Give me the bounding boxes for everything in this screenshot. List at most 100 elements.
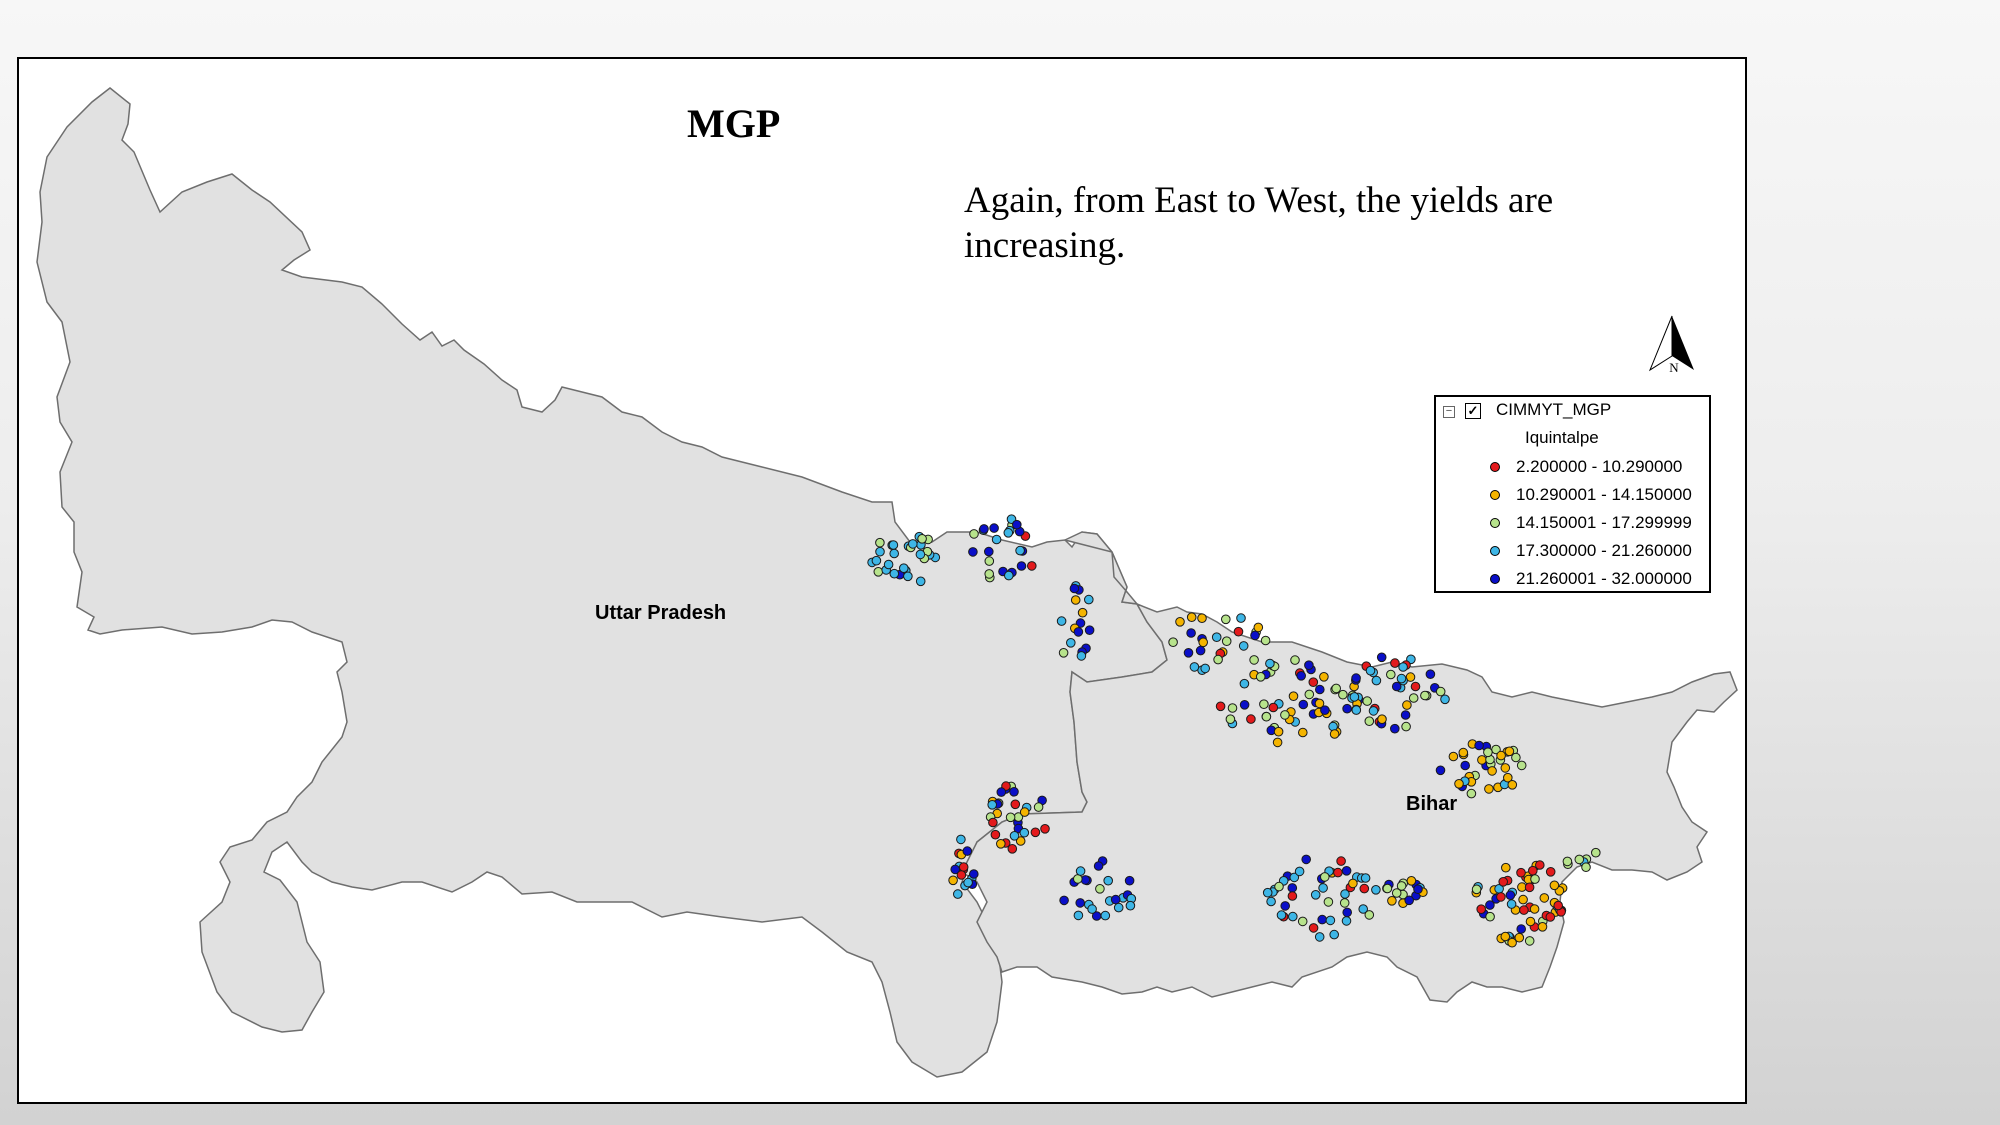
yield-point <box>948 875 958 886</box>
yield-point <box>984 556 995 566</box>
yield-point <box>889 548 900 559</box>
yield-point <box>1009 831 1020 841</box>
legend-swatch-icon <box>1490 518 1500 528</box>
yield-point <box>1553 900 1563 911</box>
yield-point <box>1236 613 1246 623</box>
yield-point <box>917 534 927 544</box>
yield-point <box>1298 727 1308 738</box>
yield-point <box>1581 862 1591 873</box>
yield-point <box>883 559 894 570</box>
yield-point <box>1288 691 1299 702</box>
yield-point <box>1371 675 1382 686</box>
yield-point <box>1382 883 1393 894</box>
yield-point <box>1391 888 1402 898</box>
yield-point <box>1341 916 1352 926</box>
legend-field-name: Iquintalpe <box>1525 428 1599 447</box>
yield-point <box>1076 651 1087 661</box>
yield-point <box>950 864 961 875</box>
yield-point <box>1342 703 1352 714</box>
legend-swatch-icon <box>1490 546 1500 556</box>
yield-point <box>1516 924 1526 934</box>
yield-point <box>1440 694 1450 705</box>
yield-point <box>871 555 882 566</box>
yield-point <box>1483 747 1493 758</box>
yield-point <box>1200 663 1210 674</box>
yield-point <box>969 869 979 879</box>
yield-point <box>1304 660 1314 671</box>
yield-point <box>1246 714 1256 724</box>
yield-point <box>1525 916 1536 927</box>
yield-point <box>1318 883 1328 893</box>
yield-point <box>1339 898 1350 908</box>
yield-point <box>1274 881 1284 892</box>
yield-point <box>1073 910 1084 921</box>
yield-point <box>1183 648 1194 658</box>
yield-point <box>1341 866 1352 876</box>
yield-point <box>1390 658 1400 668</box>
yield-point <box>1015 545 1025 556</box>
yield-point <box>1377 714 1387 725</box>
yield-point <box>988 817 998 828</box>
yield-point <box>1477 755 1487 765</box>
yield-point <box>991 534 1002 545</box>
legend-swatch-icon <box>1490 574 1500 584</box>
yield-point <box>1296 671 1306 681</box>
yield-point <box>1058 648 1069 658</box>
yield-point <box>1250 630 1260 641</box>
yield-point <box>908 539 918 549</box>
yield-point <box>1010 799 1021 810</box>
yield-point <box>1413 884 1423 895</box>
legend-label: 10.290001 - 14.150000 <box>1516 485 1692 504</box>
yield-point <box>969 529 979 539</box>
yield-point <box>1084 594 1094 605</box>
collapse-icon[interactable]: − <box>1443 406 1455 418</box>
yield-point <box>1009 787 1019 797</box>
map-frame: MGP Again, from East to West, the yields… <box>17 57 1747 1104</box>
north-arrow-icon: N <box>1648 315 1694 375</box>
yield-point <box>1471 884 1482 895</box>
yield-point <box>1007 844 1018 854</box>
yield-point <box>1110 894 1121 905</box>
yield-point <box>1535 860 1545 870</box>
yield-point <box>1351 673 1361 683</box>
yield-point <box>1485 911 1495 922</box>
yield-point <box>1211 632 1222 643</box>
yield-point <box>1215 701 1226 712</box>
yield-point <box>1030 827 1041 838</box>
yield-point <box>1314 698 1325 709</box>
yield-point <box>1404 895 1414 906</box>
yield-point <box>1401 721 1411 732</box>
yield-point <box>1503 772 1513 783</box>
yield-point <box>1320 872 1330 882</box>
yield-point <box>1249 655 1259 665</box>
yield-point <box>1390 723 1400 734</box>
legend-label: 2.200000 - 10.290000 <box>1516 457 1683 476</box>
yield-point <box>1239 700 1250 710</box>
yield-point <box>1175 617 1185 627</box>
yield-point <box>1033 802 1044 812</box>
uttar-pradesh-label: Uttar Pradesh <box>595 602 727 624</box>
yield-point <box>984 569 995 579</box>
yield-point <box>1365 665 1376 676</box>
yield-point <box>1368 706 1379 716</box>
yield-point <box>875 537 885 548</box>
yield-point <box>1070 595 1081 605</box>
yield-point <box>1360 873 1371 883</box>
yield-point <box>1268 702 1279 713</box>
yield-point <box>1323 897 1334 907</box>
layer-checkbox[interactable]: ✓ <box>1465 403 1481 419</box>
yield-point <box>1529 904 1540 914</box>
yield-point <box>984 546 994 557</box>
yield-point <box>1225 714 1236 725</box>
yield-point <box>1260 635 1271 646</box>
yield-point <box>1095 884 1105 894</box>
yield-point <box>1019 807 1030 817</box>
yield-point <box>1519 905 1529 915</box>
yield-point <box>1003 528 1014 538</box>
yield-point <box>1528 865 1538 876</box>
yield-point <box>1348 878 1358 889</box>
yield-point <box>1186 612 1197 623</box>
yield-point <box>1530 874 1540 884</box>
yield-point <box>1500 931 1511 942</box>
yield-point <box>1253 622 1264 633</box>
